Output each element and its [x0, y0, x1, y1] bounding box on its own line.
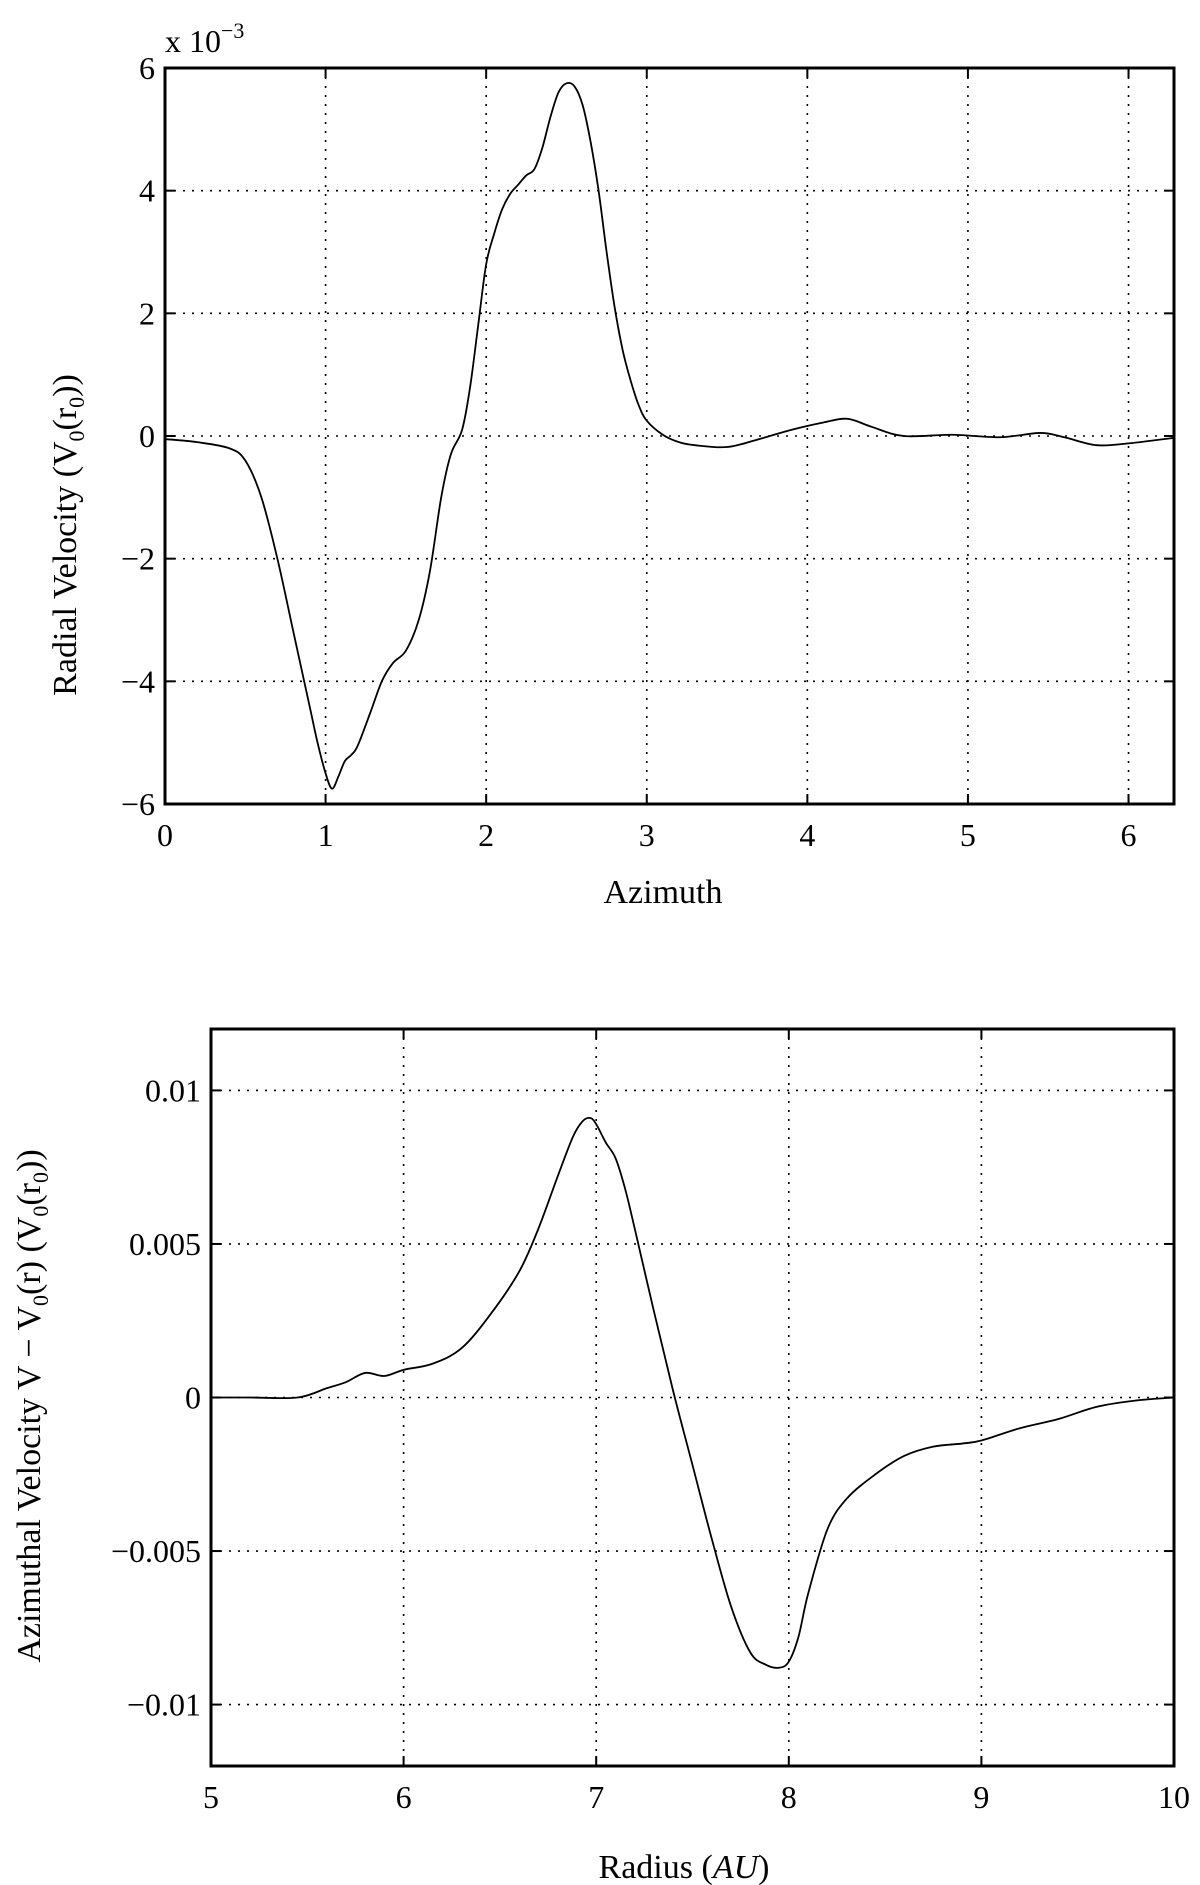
x-axis-label: Radius (AU) [599, 1849, 770, 1885]
plot-frame [209, 1027, 1176, 1768]
series-line [164, 81, 1175, 790]
x-tick-label: 9 [973, 1779, 989, 1815]
azimuthal-velocity-chart: 5 6 7 8 9 10 −0.01 −0.005 0 0.005 0.01 Radius (AU… [11, 1027, 1190, 1885]
x-tick-label: 5 [960, 817, 976, 853]
x-axis-label: Azimuth [604, 874, 723, 911]
x-tick-label: 0 [157, 817, 173, 853]
x-tick-label: 2 [478, 817, 494, 853]
x-tick-label: 1 [318, 817, 334, 853]
y-tick-label: 0 [139, 418, 155, 454]
x-tick-labels: 0 1 2 3 4 5 6 [157, 817, 1137, 853]
y-tick-labels: −0.01 −0.005 0 0.005 0.01 [111, 1072, 201, 1722]
grid-lines [165, 68, 1174, 804]
x-tick-label: 3 [639, 817, 655, 853]
x-tick-label: 10 [1158, 1779, 1190, 1815]
y-tick-label: 2 [139, 295, 155, 331]
y-tick-label: −0.01 [127, 1687, 201, 1723]
radial-velocity-chart: 0 1 2 3 4 5 6 −6 −4 −2 0 2 4 6 x 10−3 Azimuth Radial… [47, 18, 1176, 911]
y-tick-label: −4 [121, 663, 155, 699]
x-tick-label: 4 [799, 817, 815, 853]
y-tick-label: 4 [139, 173, 155, 209]
x-tick-label: 8 [781, 1779, 797, 1815]
y-tick-label: −6 [121, 786, 155, 822]
series-line [211, 1116, 1175, 1669]
y-tick-label: 0.01 [145, 1072, 201, 1108]
x-tick-label: 6 [396, 1779, 412, 1815]
x-tick-label: 7 [588, 1779, 604, 1815]
y-axis-label: Azimuthal Velocity V − V0(r) (V0(r0)) [11, 1149, 53, 1662]
y-tick-label: −0.005 [111, 1533, 201, 1569]
plot-frame [163, 66, 1176, 806]
y-exponent-label: x 10−3 [165, 18, 244, 59]
y-tick-label: 0.005 [129, 1226, 201, 1262]
y-tick-label: 0 [185, 1380, 201, 1416]
x-tick-label: 6 [1121, 817, 1137, 853]
y-tick-label: −2 [121, 541, 155, 577]
x-tick-labels: 5 6 7 8 9 10 [203, 1779, 1190, 1815]
y-tick-label: 6 [139, 50, 155, 86]
y-tick-labels: −6 −4 −2 0 2 4 6 [121, 50, 155, 822]
grid-lines [211, 1029, 1174, 1766]
y-axis-label: Radial Velocity (V0(r0)) [47, 374, 89, 696]
x-tick-label: 5 [203, 1779, 219, 1815]
